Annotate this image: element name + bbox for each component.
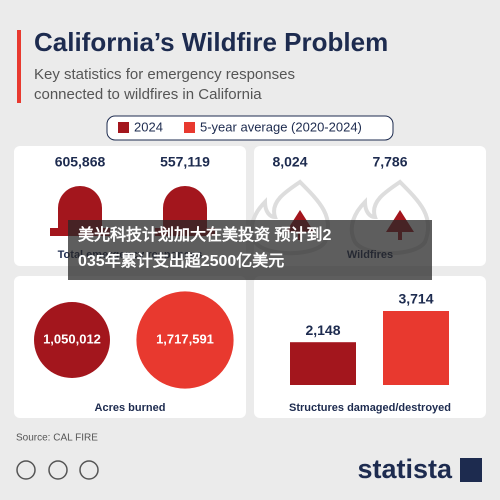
bubble <box>136 291 234 389</box>
subtitle: connected to wildfires in California <box>34 86 262 103</box>
value-label: 1,050,012 <box>43 331 101 346</box>
bar <box>290 342 356 385</box>
legend-swatch <box>118 122 129 133</box>
panel <box>254 276 486 418</box>
value-label: 3,714 <box>398 291 433 307</box>
title: California’s Wildfire Problem <box>34 27 388 57</box>
value-label: 8,024 <box>272 154 307 170</box>
brand: statista <box>357 454 453 484</box>
license-icons <box>16 460 99 480</box>
panel-label: Acres burned <box>95 402 166 414</box>
legend-box <box>106 115 394 141</box>
value-label: 1,717,591 <box>156 331 214 346</box>
panel-label: Structures damaged/destroyed <box>289 402 451 414</box>
value-label: 7,786 <box>372 154 407 170</box>
legend-label: 2024 <box>134 119 163 134</box>
value-label: 605,868 <box>55 154 106 170</box>
overlay-headline: 美光科技计划加大在美投资 预计到2 <box>78 225 331 244</box>
legend-swatch <box>184 122 195 133</box>
bubble <box>34 302 110 378</box>
subtitle: Key statistics for emergency responses <box>34 66 295 83</box>
value-label: 2,148 <box>305 322 340 338</box>
overlay-headline: 035年累计支出超2500亿美元 <box>78 251 284 270</box>
value-label: 557,119 <box>160 154 210 170</box>
siren-icon <box>163 186 207 228</box>
siren-icon <box>58 186 102 228</box>
source: Source: CAL FIRE <box>16 433 98 444</box>
overlay-box <box>68 220 432 280</box>
accent-bar <box>17 30 21 103</box>
legend-label: 5-year average (2020-2024) <box>200 119 362 134</box>
bar <box>383 311 449 385</box>
brand-logo <box>460 458 482 482</box>
